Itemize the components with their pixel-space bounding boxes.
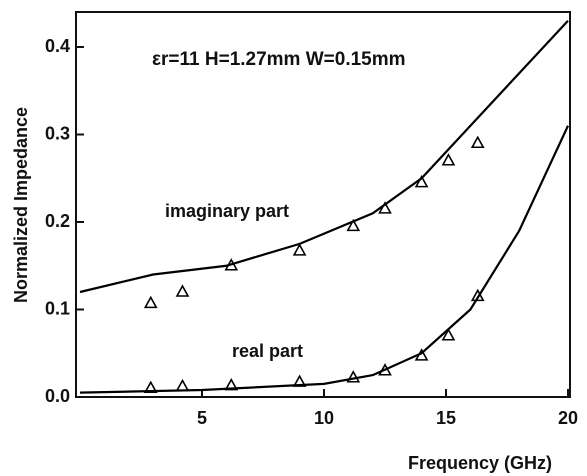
marker	[143, 295, 158, 309]
marker	[470, 135, 485, 149]
marker	[292, 243, 307, 256]
x-axis-label: Frequency (GHz)	[408, 453, 552, 473]
marker	[175, 284, 190, 297]
marker	[470, 288, 485, 302]
series-label: real part	[232, 341, 303, 361]
y-tick-label: 0.3	[45, 123, 70, 143]
x-tick-label: 20	[558, 408, 578, 428]
marker	[378, 363, 392, 376]
marker	[378, 201, 392, 214]
marker	[224, 258, 239, 271]
x-tick-label: 15	[436, 408, 456, 428]
annotation: εr=11 H=1.27mm W=0.15mm	[152, 49, 406, 70]
y-tick-label: 0.2	[45, 211, 70, 231]
marker	[346, 218, 361, 232]
marker	[175, 378, 190, 392]
y-axis-label: Normalized Impedance	[11, 107, 31, 303]
marker	[414, 174, 429, 188]
y-tick-label: 0.1	[45, 298, 70, 318]
marker	[441, 153, 456, 166]
marker	[346, 370, 361, 383]
line	[79, 20, 569, 294]
marker	[143, 380, 158, 394]
y-tick-label: 0.4	[45, 36, 70, 56]
marker	[292, 374, 307, 387]
marker	[224, 377, 239, 391]
marker	[414, 348, 429, 361]
y-tick-label: 0.0	[45, 386, 70, 406]
line	[79, 125, 569, 394]
marker	[441, 328, 456, 341]
series-label: imaginary part	[165, 201, 289, 221]
x-tick-label: 5	[197, 408, 207, 428]
x-tick-label: 10	[314, 408, 334, 428]
